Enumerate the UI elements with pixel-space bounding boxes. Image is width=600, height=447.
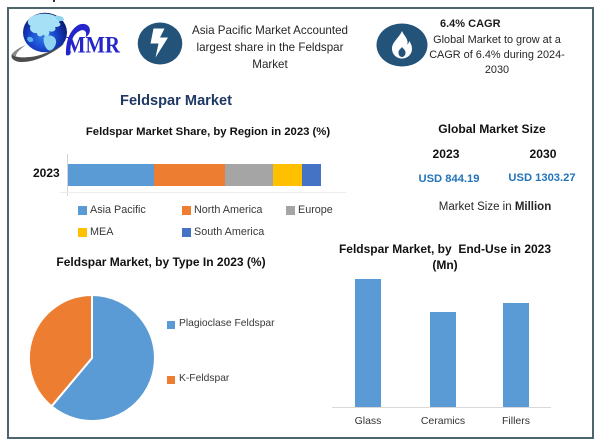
svg-text:MMR: MMR [66,33,120,58]
